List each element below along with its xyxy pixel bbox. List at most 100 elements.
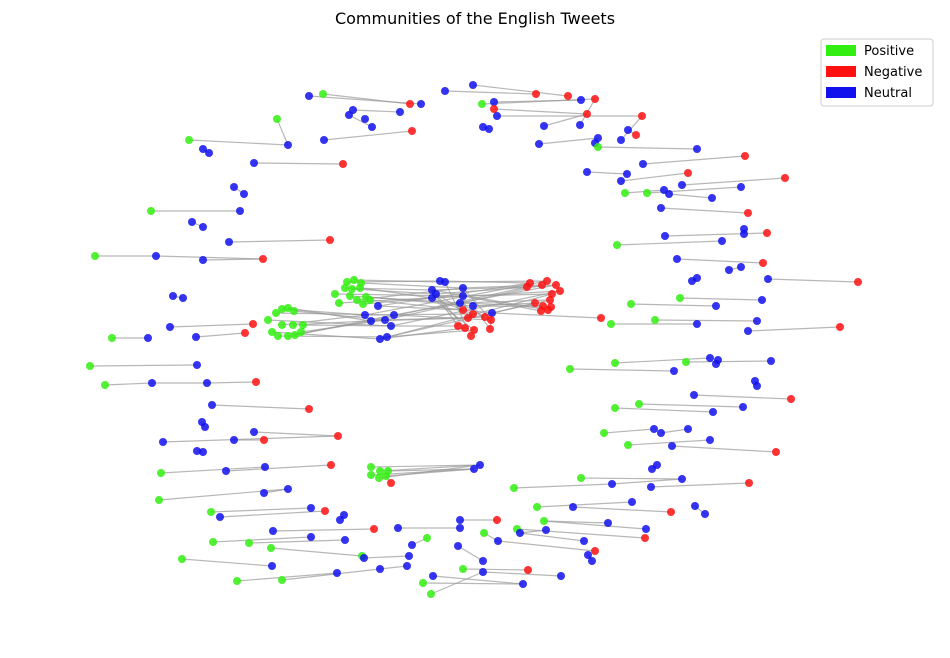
node-negative — [684, 169, 692, 177]
network-edge — [681, 177, 786, 186]
node-neutral — [691, 502, 699, 510]
node-neutral — [623, 170, 631, 178]
node-negative — [641, 534, 649, 542]
network-edge — [155, 255, 264, 260]
node-neutral — [230, 436, 238, 444]
network-edge — [676, 258, 764, 264]
network-edge — [536, 501, 633, 508]
network-edge — [253, 162, 344, 165]
node-positive — [291, 331, 299, 339]
network-edge — [620, 115, 643, 141]
node-neutral — [665, 190, 673, 198]
node-neutral — [408, 541, 416, 549]
network-edge — [363, 555, 410, 559]
node-positive — [274, 332, 282, 340]
node-neutral — [684, 425, 692, 433]
node-neutral — [708, 194, 716, 202]
node-neutral — [188, 218, 196, 226]
network-edge — [430, 571, 484, 595]
node-neutral — [488, 309, 496, 317]
node-neutral — [456, 299, 464, 307]
node-positive — [268, 328, 276, 336]
node-positive — [566, 365, 574, 373]
network-edge — [352, 109, 401, 113]
node-negative — [787, 395, 795, 403]
node-neutral — [740, 230, 748, 238]
node-neutral — [456, 516, 464, 524]
node-neutral — [678, 475, 686, 483]
node-positive — [643, 189, 651, 197]
node-positive — [359, 300, 367, 308]
network-edge — [597, 146, 698, 150]
node-positive — [350, 276, 358, 284]
node-neutral — [557, 572, 565, 580]
node-neutral — [604, 519, 612, 527]
node-positive — [624, 441, 632, 449]
node-negative — [546, 296, 554, 304]
network-edge — [538, 137, 599, 145]
network-edge — [377, 282, 531, 307]
node-negative — [523, 283, 531, 291]
node-neutral — [744, 327, 752, 335]
node-neutral — [269, 527, 277, 535]
node-positive — [233, 577, 241, 585]
node-neutral — [250, 428, 258, 436]
network-edge — [386, 329, 475, 338]
node-positive — [207, 508, 215, 516]
network-edge — [160, 466, 266, 474]
node-positive — [245, 539, 253, 547]
legend-label-neutral: Neutral — [864, 86, 912, 101]
node-neutral — [617, 177, 625, 185]
node-negative — [241, 329, 249, 337]
node-neutral — [583, 168, 591, 176]
node-neutral — [361, 115, 369, 123]
node-positive — [621, 189, 629, 197]
network-edge — [393, 314, 492, 321]
network-edge — [225, 464, 332, 472]
node-neutral — [584, 551, 592, 559]
network-edge — [195, 332, 246, 338]
node-positive — [367, 463, 375, 471]
node-neutral — [693, 320, 701, 328]
node-neutral — [199, 256, 207, 264]
network-edge — [660, 428, 689, 434]
node-negative — [487, 316, 495, 324]
node-positive — [86, 362, 94, 370]
network-edge — [457, 545, 484, 562]
node-neutral — [307, 533, 315, 541]
node-positive — [155, 496, 163, 504]
node-neutral — [753, 382, 761, 390]
node-neutral — [650, 425, 658, 433]
node-positive — [376, 467, 384, 475]
node-positive — [607, 320, 615, 328]
node-negative — [406, 100, 414, 108]
network-edge — [630, 303, 717, 307]
node-neutral — [208, 401, 216, 409]
network-edge — [202, 258, 264, 261]
node-positive — [427, 590, 435, 598]
node-neutral — [376, 335, 384, 343]
node-negative — [334, 432, 342, 440]
network-edge — [767, 278, 859, 283]
node-neutral — [577, 96, 585, 104]
node-neutral — [670, 367, 678, 375]
node-neutral — [753, 317, 761, 325]
node-neutral — [690, 391, 698, 399]
node-neutral — [396, 108, 404, 116]
network-edge — [671, 445, 777, 453]
network-edge — [359, 287, 433, 299]
node-negative — [260, 436, 268, 444]
legend-label-negative: Negative — [864, 65, 922, 80]
node-neutral — [193, 447, 201, 455]
node-negative — [556, 287, 564, 295]
network-edge — [248, 539, 346, 544]
network-edge — [89, 364, 198, 367]
node-neutral — [383, 333, 391, 341]
node-negative — [744, 209, 752, 217]
node-neutral — [540, 122, 548, 130]
node-neutral — [617, 136, 625, 144]
node-negative — [583, 110, 591, 118]
node-positive — [147, 207, 155, 215]
network-edge — [219, 510, 326, 518]
node-neutral — [376, 565, 384, 573]
